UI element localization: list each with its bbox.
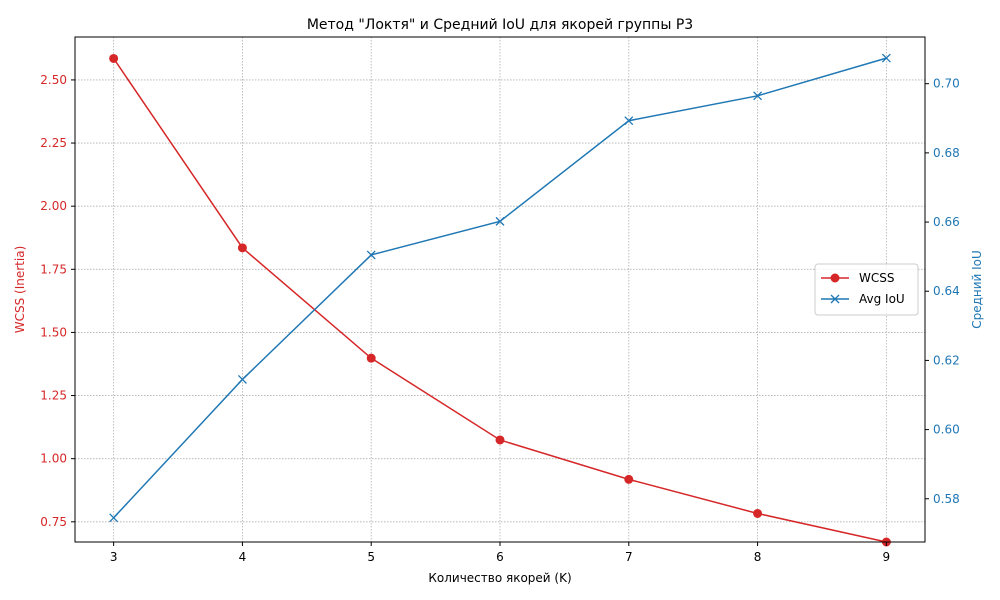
y-right-tick-label: 0.62 bbox=[933, 353, 960, 367]
y-left-tick-label: 2.25 bbox=[40, 136, 67, 150]
x-tick-label: 6 bbox=[496, 550, 504, 564]
legend-marker bbox=[830, 273, 840, 283]
legend-label: Avg IoU bbox=[859, 292, 905, 306]
data-point bbox=[109, 513, 119, 523]
y-right-tick-label: 0.64 bbox=[933, 284, 960, 298]
legend-entry: Avg IoU bbox=[821, 292, 905, 306]
legend-marker bbox=[830, 294, 840, 304]
data-point bbox=[495, 435, 505, 445]
data-point bbox=[237, 243, 247, 253]
y-right-tick-label: 0.68 bbox=[933, 146, 960, 160]
data-point bbox=[624, 474, 634, 484]
x-tick-label: 4 bbox=[239, 550, 247, 564]
data-point bbox=[753, 508, 763, 518]
legend-label: WCSS bbox=[859, 271, 894, 285]
data-point bbox=[109, 53, 119, 63]
data-point bbox=[881, 53, 891, 63]
data-point bbox=[366, 250, 376, 260]
y-left-tick-label: 1.25 bbox=[40, 389, 67, 403]
grid bbox=[75, 37, 925, 542]
legend-entry: WCSS bbox=[821, 271, 894, 285]
axes: 3 4 5 6 7 8 9 0.75 1.00 1.25 1.50 1.75 2.00 2.25 2.50 0… bbox=[40, 73, 959, 564]
legend-box bbox=[814, 263, 919, 316]
x-tick-label: 8 bbox=[754, 550, 762, 564]
data-point bbox=[753, 91, 763, 101]
data-point bbox=[624, 116, 634, 126]
x-tick-label: 7 bbox=[625, 550, 633, 564]
x-tick-label: 3 bbox=[110, 550, 118, 564]
x-tick-label: 9 bbox=[883, 550, 891, 564]
data-point bbox=[495, 216, 505, 226]
y-left-tick-label: 0.75 bbox=[40, 515, 67, 529]
y-left-tick-label: 1.50 bbox=[40, 325, 67, 339]
y-axis-right-label: Средний IoU bbox=[970, 250, 984, 329]
y-right-tick-label: 0.60 bbox=[933, 423, 960, 437]
x-tick-label: 5 bbox=[367, 550, 375, 564]
y-right-tick-label: 0.66 bbox=[933, 215, 960, 229]
data-point bbox=[366, 353, 376, 363]
x-axis-label: Количество якорей (K) bbox=[428, 571, 571, 585]
data-point bbox=[237, 374, 247, 384]
y-right-tick-label: 0.70 bbox=[933, 77, 960, 91]
y-left-tick-label: 2.00 bbox=[40, 199, 67, 213]
y-left-tick-label: 1.75 bbox=[40, 262, 67, 276]
y-left-tick-label: 1.00 bbox=[40, 452, 67, 466]
y-right-tick-label: 0.58 bbox=[933, 492, 960, 506]
y-axis-left-label: WCSS (Inertia) bbox=[13, 246, 27, 334]
series-avg-iou bbox=[109, 53, 891, 523]
series-wcss bbox=[109, 53, 891, 547]
legend: WCSS Avg IoU bbox=[814, 263, 919, 316]
chart-title: Метод "Локтя" и Средний IoU для якорей г… bbox=[307, 17, 693, 33]
series-layer bbox=[109, 53, 891, 547]
y-left-tick-label: 2.50 bbox=[40, 73, 67, 87]
